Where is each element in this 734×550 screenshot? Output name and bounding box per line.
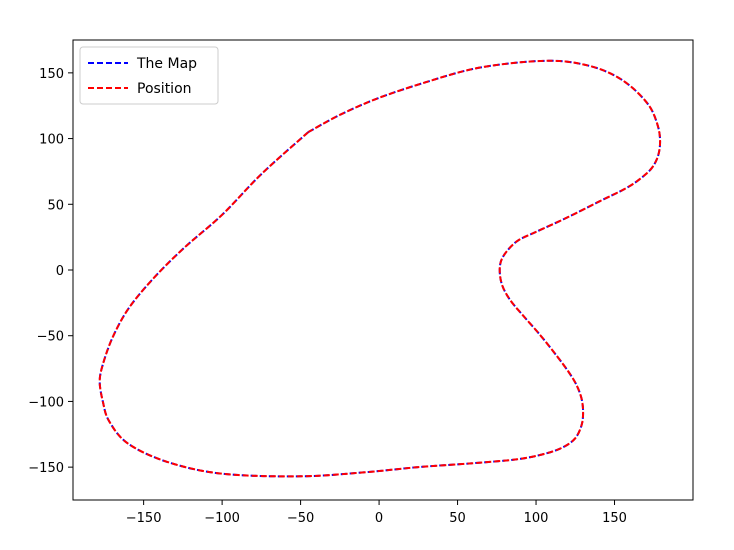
x-tick-label: −150 xyxy=(126,511,162,526)
y-tick-label: 50 xyxy=(47,198,64,213)
x-tick-label: 100 xyxy=(524,511,549,526)
series-line-position xyxy=(98,59,662,478)
x-axis: −150 −100 −50 0 50 100 150 xyxy=(126,500,627,526)
y-tick-label: −100 xyxy=(28,395,64,410)
y-tick-label: −50 xyxy=(37,330,64,345)
legend: The Map Position xyxy=(79,46,219,105)
plot-area xyxy=(73,40,693,500)
legend-box xyxy=(79,46,219,105)
series-layer xyxy=(98,59,662,478)
y-tick-label: 100 xyxy=(39,133,64,148)
y-tick-label: 0 xyxy=(56,264,64,279)
x-tick-label: 50 xyxy=(449,511,466,526)
legend-label: The Map xyxy=(136,56,197,72)
x-tick-label: 0 xyxy=(375,511,383,526)
y-axis: −150 −100 −50 0 50 100 150 xyxy=(28,67,73,476)
x-tick-label: −100 xyxy=(204,511,240,526)
x-tick-label: 150 xyxy=(602,511,627,526)
y-tick-label: −150 xyxy=(28,461,64,476)
x-tick-label: −50 xyxy=(287,511,314,526)
legend-label: Position xyxy=(137,81,192,97)
y-tick-label: 150 xyxy=(39,67,64,82)
